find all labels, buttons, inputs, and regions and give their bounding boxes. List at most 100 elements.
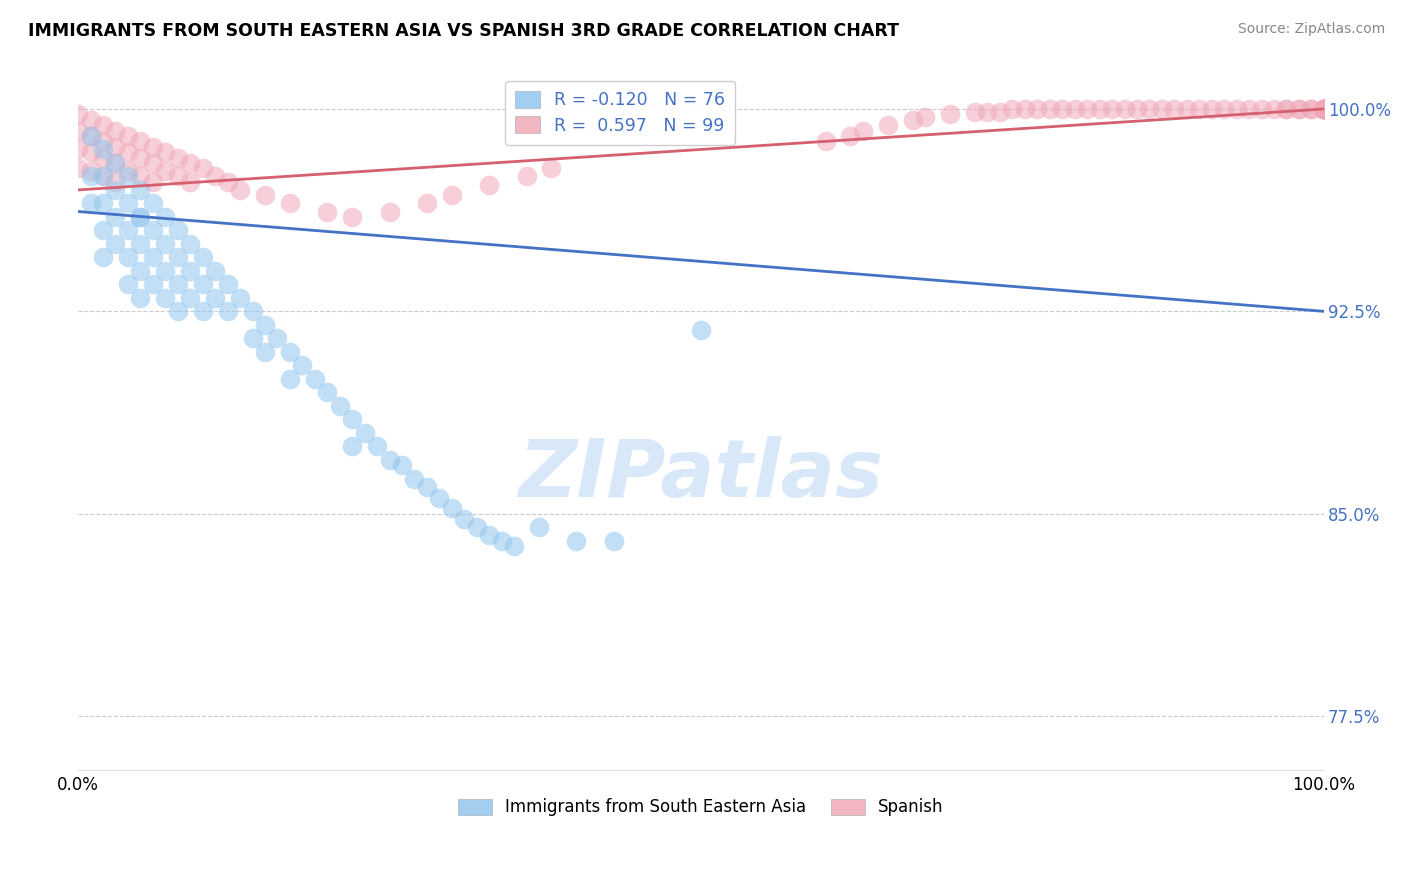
Point <box>404 472 426 486</box>
Point <box>1275 102 1298 116</box>
Point <box>1150 102 1173 116</box>
Text: ZIPatlas: ZIPatlas <box>519 436 883 515</box>
Point <box>129 236 152 251</box>
Point <box>91 151 114 165</box>
Point <box>429 491 451 505</box>
Point <box>478 528 501 542</box>
Point <box>1201 102 1223 116</box>
Point <box>204 264 226 278</box>
Point <box>690 323 713 337</box>
Point <box>229 183 252 197</box>
Point <box>1301 102 1323 116</box>
Point <box>1313 102 1336 116</box>
Point <box>1301 102 1323 116</box>
Point <box>503 539 526 553</box>
Point <box>104 183 127 197</box>
Point <box>1263 102 1285 116</box>
Point <box>217 175 239 189</box>
Point <box>1313 102 1336 116</box>
Point <box>117 196 139 211</box>
Point <box>166 151 188 165</box>
Point <box>204 291 226 305</box>
Point <box>142 156 165 170</box>
Point <box>976 104 998 119</box>
Point <box>191 277 214 292</box>
Point <box>104 175 127 189</box>
Point <box>142 140 165 154</box>
Point <box>1313 102 1336 116</box>
Point <box>104 123 127 137</box>
Point <box>839 128 862 143</box>
Point <box>242 331 264 345</box>
Point <box>91 134 114 148</box>
Point <box>1088 102 1111 116</box>
Point <box>179 264 201 278</box>
Point <box>901 112 924 127</box>
Point <box>129 169 152 184</box>
Point <box>166 223 188 237</box>
Point <box>79 164 101 178</box>
Point <box>1052 102 1074 116</box>
Point <box>179 156 201 170</box>
Point <box>963 104 986 119</box>
Point <box>540 161 562 176</box>
Point <box>142 251 165 265</box>
Point <box>91 118 114 132</box>
Point <box>340 439 363 453</box>
Point <box>79 145 101 160</box>
Point <box>155 236 177 251</box>
Point <box>117 251 139 265</box>
Point <box>603 533 626 548</box>
Point <box>366 439 388 453</box>
Point <box>416 196 439 211</box>
Point <box>155 164 177 178</box>
Point <box>1076 102 1098 116</box>
Point <box>191 161 214 176</box>
Point <box>1237 102 1260 116</box>
Point <box>117 164 139 178</box>
Point <box>67 123 90 137</box>
Point <box>304 372 326 386</box>
Point <box>453 512 475 526</box>
Point <box>91 223 114 237</box>
Point <box>166 277 188 292</box>
Point <box>253 318 276 332</box>
Point <box>527 520 550 534</box>
Point <box>1313 102 1336 116</box>
Point <box>91 169 114 184</box>
Point <box>104 156 127 170</box>
Point <box>91 251 114 265</box>
Point <box>229 291 252 305</box>
Point <box>155 291 177 305</box>
Point <box>91 143 114 157</box>
Point <box>179 291 201 305</box>
Point <box>1063 102 1085 116</box>
Point <box>166 251 188 265</box>
Point <box>316 204 339 219</box>
Point <box>191 304 214 318</box>
Point <box>1313 102 1336 116</box>
Point <box>67 107 90 121</box>
Point <box>91 169 114 184</box>
Point <box>340 412 363 426</box>
Point <box>79 196 101 211</box>
Point <box>142 196 165 211</box>
Point <box>1175 102 1198 116</box>
Legend: Immigrants from South Eastern Asia, Spanish: Immigrants from South Eastern Asia, Span… <box>450 790 952 825</box>
Point <box>939 107 962 121</box>
Point <box>104 210 127 224</box>
Point <box>391 458 413 472</box>
Point <box>1126 102 1149 116</box>
Point <box>104 140 127 154</box>
Point <box>378 452 401 467</box>
Point <box>1313 102 1336 116</box>
Point <box>1313 102 1336 116</box>
Point <box>104 156 127 170</box>
Point <box>478 178 501 192</box>
Point <box>117 145 139 160</box>
Point <box>166 169 188 184</box>
Point <box>1313 102 1336 116</box>
Point <box>1313 102 1336 116</box>
Point <box>278 196 301 211</box>
Point <box>914 110 936 124</box>
